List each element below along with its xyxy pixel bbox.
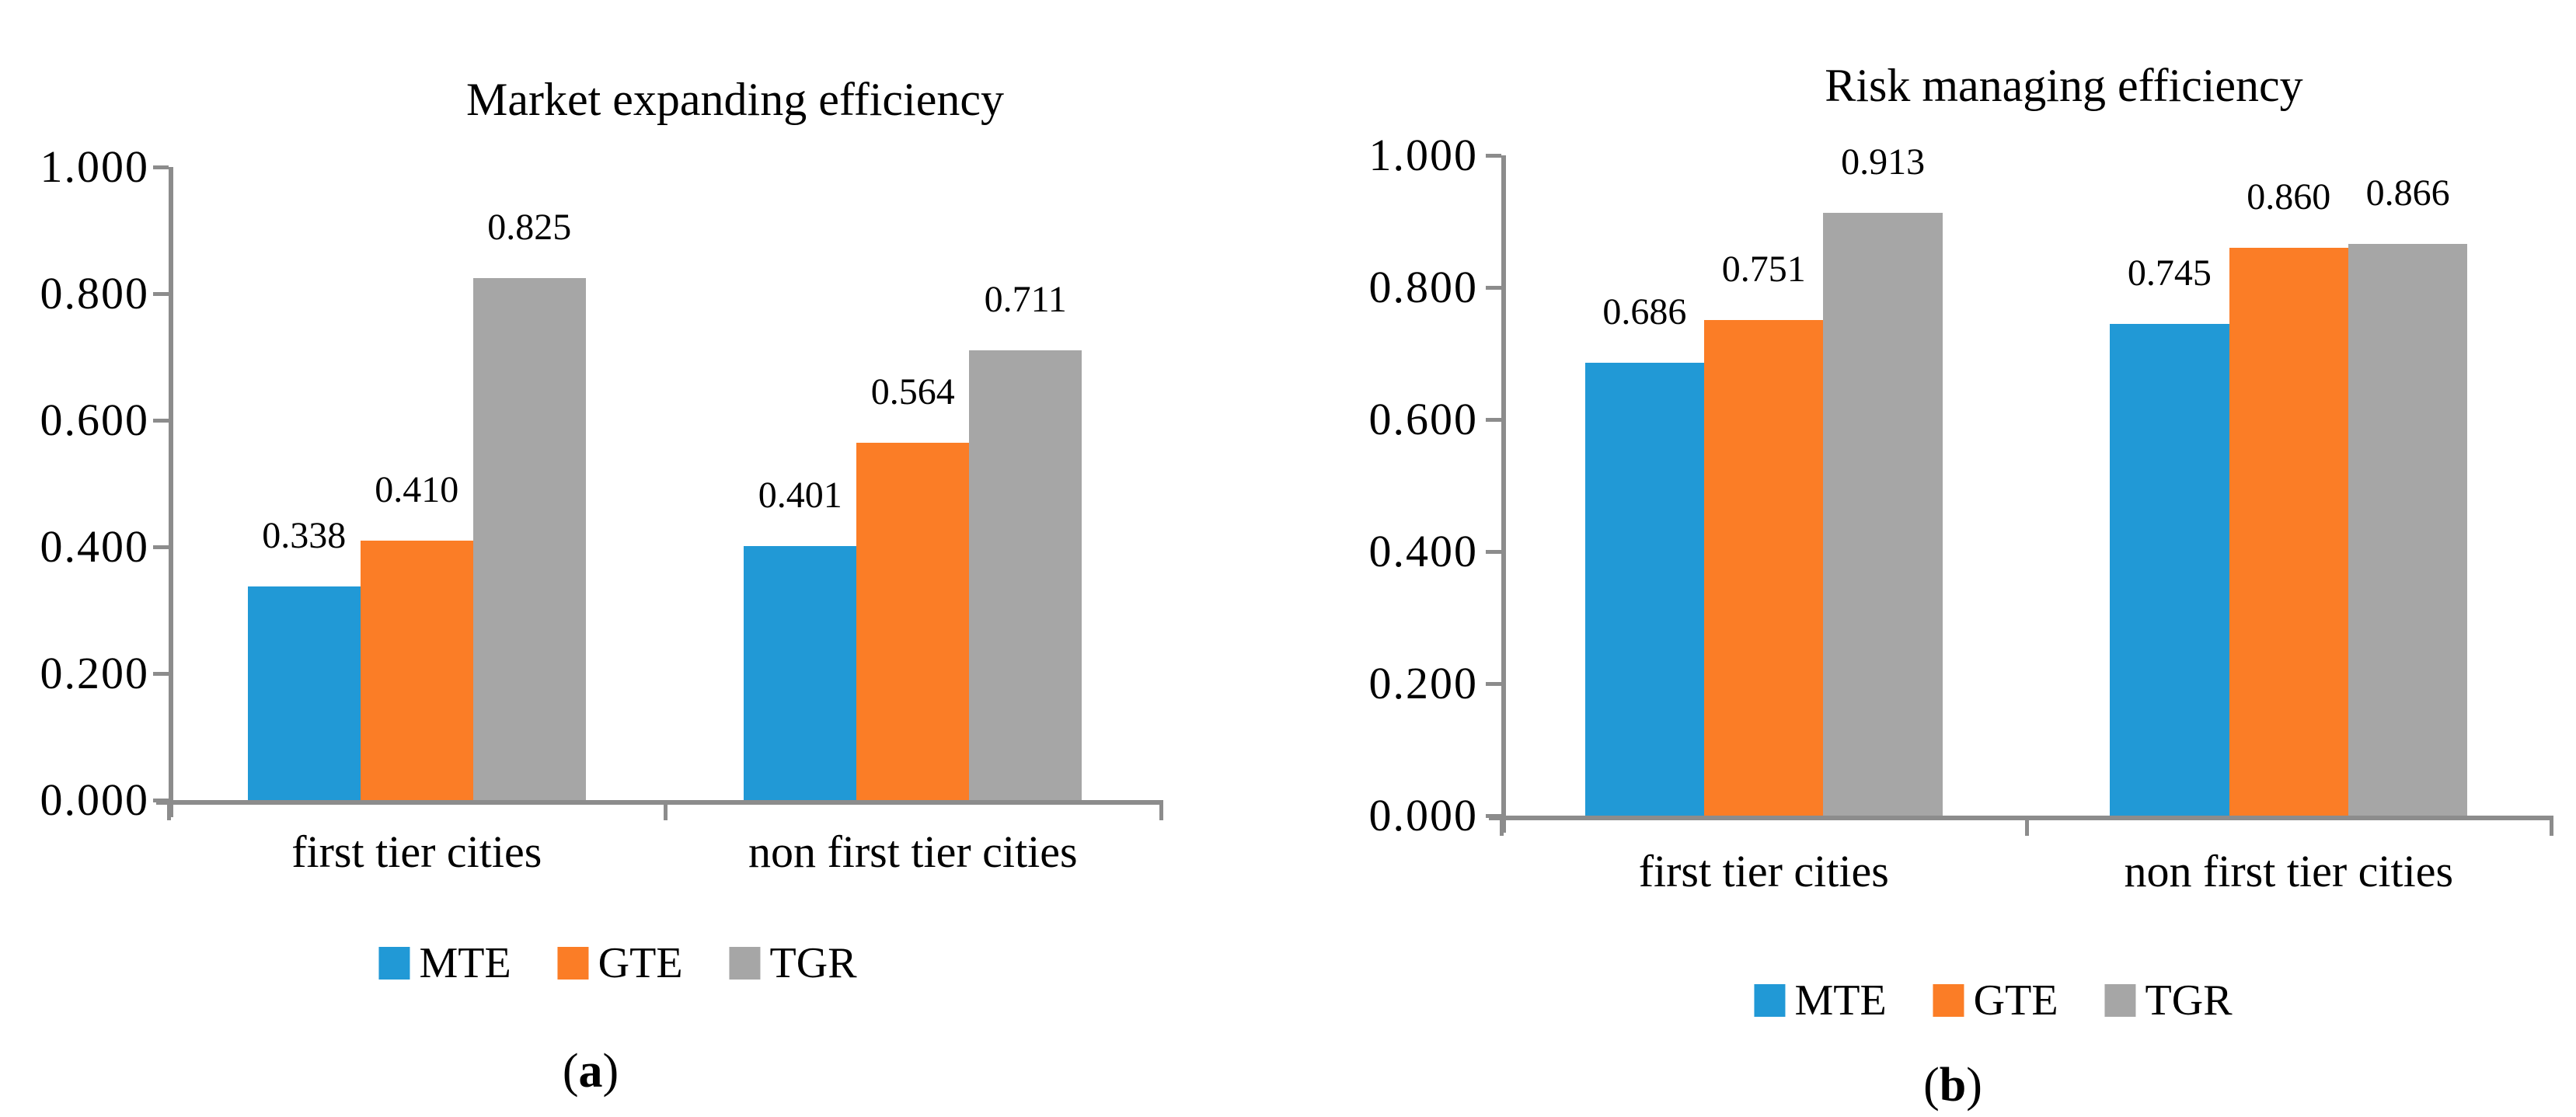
- y-tick-label: 0.200: [1368, 658, 1478, 708]
- legend: MTE GTE TGR: [1754, 976, 2233, 1025]
- y-axis-line: [169, 167, 173, 817]
- caption-close-paren: ): [1966, 1059, 1982, 1112]
- bar-label-gte-first-tier-cities: 0.751: [1721, 248, 1806, 290]
- y-tick-label: 0.800: [40, 268, 149, 318]
- y-tick-label: 0.600: [40, 395, 149, 445]
- caption-open-paren: (: [562, 1045, 579, 1098]
- bar-gte-non-first-tier-cities: [2229, 248, 2348, 816]
- legend-swatch-tgr: [729, 947, 761, 980]
- bar-label-mte-first-tier-cities: 0.686: [1602, 291, 1687, 332]
- bar-label-mte-non-first-tier-cities: 0.745: [2127, 252, 2212, 294]
- category-label-first-tier-cities: first tier cities: [291, 826, 542, 877]
- y-tick-label: 0.400: [1368, 526, 1478, 576]
- y-tick-label: 0.400: [40, 521, 149, 572]
- legend-label-mte: MTE: [1794, 976, 1887, 1025]
- legend-item-tgr: TGR: [2104, 976, 2233, 1025]
- category-label-non-first-tier-cities: non first tier cities: [748, 826, 1078, 877]
- y-tick-label: 0.200: [40, 648, 149, 698]
- y-tick-mark: [153, 292, 169, 296]
- legend-item-tgr: TGR: [729, 939, 857, 987]
- x-tick-mark: [2550, 816, 2553, 836]
- caption-a: (a): [563, 1047, 619, 1095]
- bar-mte-first-tier-cities: [1584, 362, 1705, 816]
- bar-mte-non-first-tier-cities: [744, 546, 857, 800]
- legend-swatch-mte: [378, 947, 410, 980]
- legend-swatch-gte: [1933, 984, 1964, 1017]
- x-axis-line: [156, 800, 1161, 805]
- caption-b: (b): [1923, 1061, 1982, 1109]
- y-tick-label: 1.000: [40, 141, 149, 192]
- y-tick-mark: [1486, 286, 1501, 290]
- y-tick-label: 0.000: [40, 774, 149, 825]
- y-axis-line: [1501, 155, 1506, 833]
- legend-item-mte: MTE: [1754, 976, 1887, 1025]
- caption-letter: a: [578, 1045, 603, 1098]
- bar-label-mte-non-first-tier-cities: 0.401: [758, 475, 842, 517]
- y-tick-mark: [153, 165, 169, 169]
- legend-item-mte: MTE: [378, 941, 511, 985]
- bar-tgr-first-tier-cities: [1823, 212, 1943, 816]
- y-tick-mark: [1486, 550, 1501, 554]
- legend-swatch-tgr: [2104, 984, 2136, 1017]
- chart-title: Market expanding efficiency: [466, 73, 1004, 125]
- x-tick-mark: [2024, 816, 2029, 836]
- y-tick-mark: [153, 419, 169, 423]
- legend-label-mte: MTE: [419, 939, 511, 987]
- legend-label-gte: GTE: [598, 939, 683, 987]
- x-axis-line: [1489, 816, 2551, 820]
- x-tick-mark: [167, 800, 171, 820]
- y-tick-label: 0.600: [1368, 394, 1478, 444]
- y-tick-mark: [153, 545, 169, 549]
- y-tick-mark: [1486, 418, 1501, 422]
- x-tick-mark: [1500, 816, 1504, 836]
- bar-tgr-first-tier-cities: [472, 277, 586, 800]
- bar-gte-first-tier-cities: [360, 540, 473, 800]
- bar-gte-first-tier-cities: [1704, 319, 1824, 816]
- caption-open-paren: (: [1923, 1059, 1940, 1112]
- bar-tgr-non-first-tier-cities: [969, 350, 1082, 800]
- category-label-first-tier-cities: first tier cities: [1638, 846, 1889, 896]
- caption-close-paren: ): [602, 1045, 619, 1098]
- legend-swatch-gte: [557, 947, 589, 980]
- bar-label-tgr-first-tier-cities: 0.913: [1841, 141, 1926, 183]
- bar-label-mte-first-tier-cities: 0.338: [262, 514, 347, 556]
- legend: MTE GTE TGR: [378, 939, 857, 987]
- y-tick-label: 1.000: [1368, 130, 1478, 180]
- caption-letter: b: [1939, 1059, 1967, 1112]
- legend-swatch-mte: [1754, 984, 1786, 1017]
- y-tick-mark: [1486, 154, 1501, 158]
- bar-mte-non-first-tier-cities: [2110, 323, 2229, 816]
- y-tick-mark: [1486, 682, 1501, 686]
- bar-gte-non-first-tier-cities: [856, 443, 970, 800]
- legend-label-tgr: TGR: [769, 939, 857, 987]
- bar-label-gte-non-first-tier-cities: 0.564: [870, 371, 955, 413]
- bar-label-tgr-non-first-tier-cities: 0.866: [2365, 172, 2450, 214]
- bar-label-tgr-non-first-tier-cities: 0.711: [984, 278, 1067, 320]
- y-tick-mark: [153, 672, 169, 676]
- chart-title: Risk managing efficiency: [1825, 59, 2303, 111]
- bar-label-gte-non-first-tier-cities: 0.860: [2247, 176, 2331, 217]
- legend-label-tgr: TGR: [2145, 976, 2233, 1025]
- y-tick-label: 0.000: [1368, 790, 1478, 840]
- bar-mte-first-tier-cities: [247, 586, 361, 800]
- y-tick-label: 0.800: [1368, 262, 1478, 312]
- legend-item-gte: GTE: [1933, 979, 2058, 1022]
- x-tick-mark: [663, 800, 668, 820]
- x-tick-mark: [1159, 800, 1163, 820]
- bar-label-tgr-first-tier-cities: 0.825: [487, 206, 572, 248]
- bar-label-gte-first-tier-cities: 0.410: [375, 468, 459, 510]
- category-label-non-first-tier-cities: non first tier cities: [2124, 846, 2454, 896]
- bar-tgr-non-first-tier-cities: [2348, 243, 2468, 816]
- legend-label-gte: GTE: [1973, 976, 2058, 1025]
- legend-item-gte: GTE: [557, 939, 683, 987]
